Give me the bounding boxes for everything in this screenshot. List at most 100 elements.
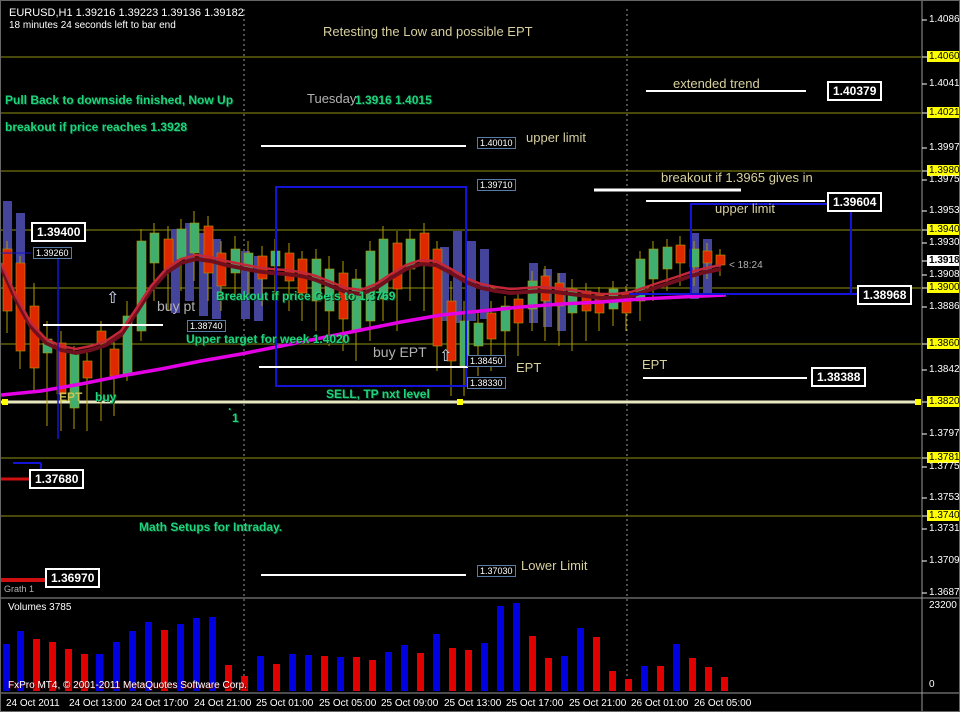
candlestick [635, 258, 646, 302]
candlestick [176, 228, 187, 260]
up-arrow-icon[interactable]: ⇧ [106, 288, 120, 307]
volume-bar [625, 679, 632, 691]
candlestick [513, 298, 524, 324]
price-tag-label[interactable]: 1.38740 [187, 320, 226, 332]
axis-time-label: 24 Oct 13:00 [69, 698, 127, 709]
bar-countdown-timer: 18 minutes 24 seconds left to bar end [9, 20, 176, 31]
axis-time-label: 25 Oct 17:00 [506, 698, 564, 709]
price-label[interactable]: 1.37680 [29, 469, 85, 489]
volume-bar [113, 642, 120, 691]
chart-annotation[interactable]: upper limit [715, 201, 775, 216]
price-tag-label[interactable]: 1.39260 [33, 247, 72, 259]
volume-bar [193, 618, 200, 691]
chart-annotation[interactable]: < 18:24 [729, 260, 763, 271]
volume-bar [305, 655, 312, 691]
price-label[interactable]: 1.40379 [827, 81, 883, 101]
chart-annotation[interactable]: upper limit [526, 130, 586, 145]
chart-annotation[interactable]: Math Setups for Intraday. [139, 520, 283, 534]
symbol-ohlc-readout: EURUSD,H1 1.39216 1.39223 1.39136 1.3918… [9, 7, 244, 19]
axis-time-label: 24 Oct 17:00 [131, 698, 189, 709]
chart-annotation[interactable]: Lower Limit [521, 558, 588, 573]
chart-annotation[interactable]: Breakout if price Gets to 1.3769 [216, 289, 396, 303]
candlestick [675, 244, 686, 264]
line-handle[interactable] [2, 399, 8, 405]
candlestick [446, 300, 457, 362]
axis-price-label: 1.38865 [929, 301, 960, 312]
price-tag-label[interactable]: 1.38330 [467, 377, 506, 389]
axis-price-label: 1.37975 [929, 428, 960, 439]
chart-annotation[interactable]: extended trend [673, 76, 760, 91]
chart-annotation[interactable]: 1.3916 1.4015 [355, 93, 432, 107]
volume-bar [3, 644, 10, 691]
rectangle-annotation[interactable] [690, 203, 852, 295]
price-tag-label[interactable]: 1.40010 [477, 137, 516, 149]
candlestick [473, 322, 484, 347]
chart-annotation[interactable]: breakout if 1.3965 gives in [661, 170, 813, 185]
candlestick [486, 312, 497, 340]
axis-price-label: 1.39970 [929, 142, 960, 153]
axis-time-label: 25 Oct 09:00 [381, 698, 439, 709]
volume-bar [273, 664, 280, 691]
ma-line-shadow [1, 256, 722, 356]
volume-bar [81, 654, 88, 691]
axis-price-label: 1.37535 [929, 492, 960, 503]
indicator-bar [171, 229, 180, 313]
volume-bar [689, 658, 696, 691]
candlestick [338, 272, 349, 320]
volume-bar [321, 656, 328, 691]
candlestick [702, 250, 713, 264]
axis-price-label: 1.36870 [929, 587, 960, 598]
candlestick [378, 238, 389, 300]
chart-annotation[interactable]: SELL, TP nxt level [326, 387, 430, 401]
volume-bar [337, 657, 344, 691]
line-handle[interactable] [915, 399, 921, 405]
indicator-bar [440, 247, 449, 321]
chart-annotation[interactable]: buy [95, 390, 117, 404]
chart-annotation[interactable]: Pull Back to downside finished, Now Up [5, 93, 234, 107]
chart-annotation[interactable]: Grath 1 [4, 584, 35, 594]
chart-annotation[interactable]: 1 [232, 411, 239, 425]
price-tag-label[interactable]: 1.38450 [467, 355, 506, 367]
candlestick [82, 360, 93, 379]
rectangle-annotation[interactable] [275, 186, 467, 387]
chart-annotation[interactable]: EPT [642, 357, 668, 372]
volume-bar [289, 654, 296, 691]
volume-bar [65, 649, 72, 691]
chart-annotation[interactable]: buy EPT [373, 344, 427, 360]
price-label[interactable]: 1.39604 [827, 192, 883, 212]
axis-price-label: 1.39182 [927, 255, 959, 266]
volume-bar [385, 652, 392, 691]
chart-annotation[interactable]: Upper target for week 1.4020 [186, 332, 350, 346]
price-label[interactable]: 1.38388 [811, 367, 867, 387]
volume-bar [433, 634, 440, 691]
volume-bar [145, 622, 152, 691]
axis-price-label: 1.39085 [929, 269, 960, 280]
axis-price-label: 1.37404 [927, 510, 959, 521]
price-label[interactable]: 1.36970 [45, 568, 101, 588]
volume-bar [129, 631, 136, 691]
line-handle[interactable] [457, 399, 463, 405]
price-tag-label[interactable]: 1.37030 [477, 565, 516, 577]
axis-price-label: 1.40860 [929, 14, 960, 25]
axis-price-label: 1.39305 [929, 237, 960, 248]
axis-price-label: 1.40415 [929, 78, 960, 89]
indicator-bar [212, 239, 221, 319]
indicator-bar [254, 256, 263, 321]
volume-bar [705, 667, 712, 691]
price-label[interactable]: 1.39400 [31, 222, 87, 242]
chart-annotation[interactable]: buy pt [157, 298, 196, 314]
chart-annotation[interactable]: EPT [516, 360, 542, 375]
chart-annotation[interactable]: Retesting the Low and possible EPT [323, 24, 533, 39]
chart-annotation[interactable]: EPT [59, 390, 83, 404]
up-arrow-icon[interactable]: ⇧ [439, 346, 453, 365]
candlestick [351, 278, 362, 332]
candlestick [216, 252, 227, 287]
chart-annotation[interactable]: · [228, 402, 232, 416]
chart-annotation[interactable]: breakout if price reaches 1.3928 [5, 120, 188, 134]
chart-annotation[interactable]: Tuesday [307, 91, 357, 106]
volume-bar [161, 630, 168, 691]
axis-time-label: 26 Oct 05:00 [694, 698, 752, 709]
axis-price-label: 1.37090 [929, 555, 960, 566]
price-tag-label[interactable]: 1.39710 [477, 179, 516, 191]
price-label[interactable]: 1.38968 [857, 285, 913, 305]
